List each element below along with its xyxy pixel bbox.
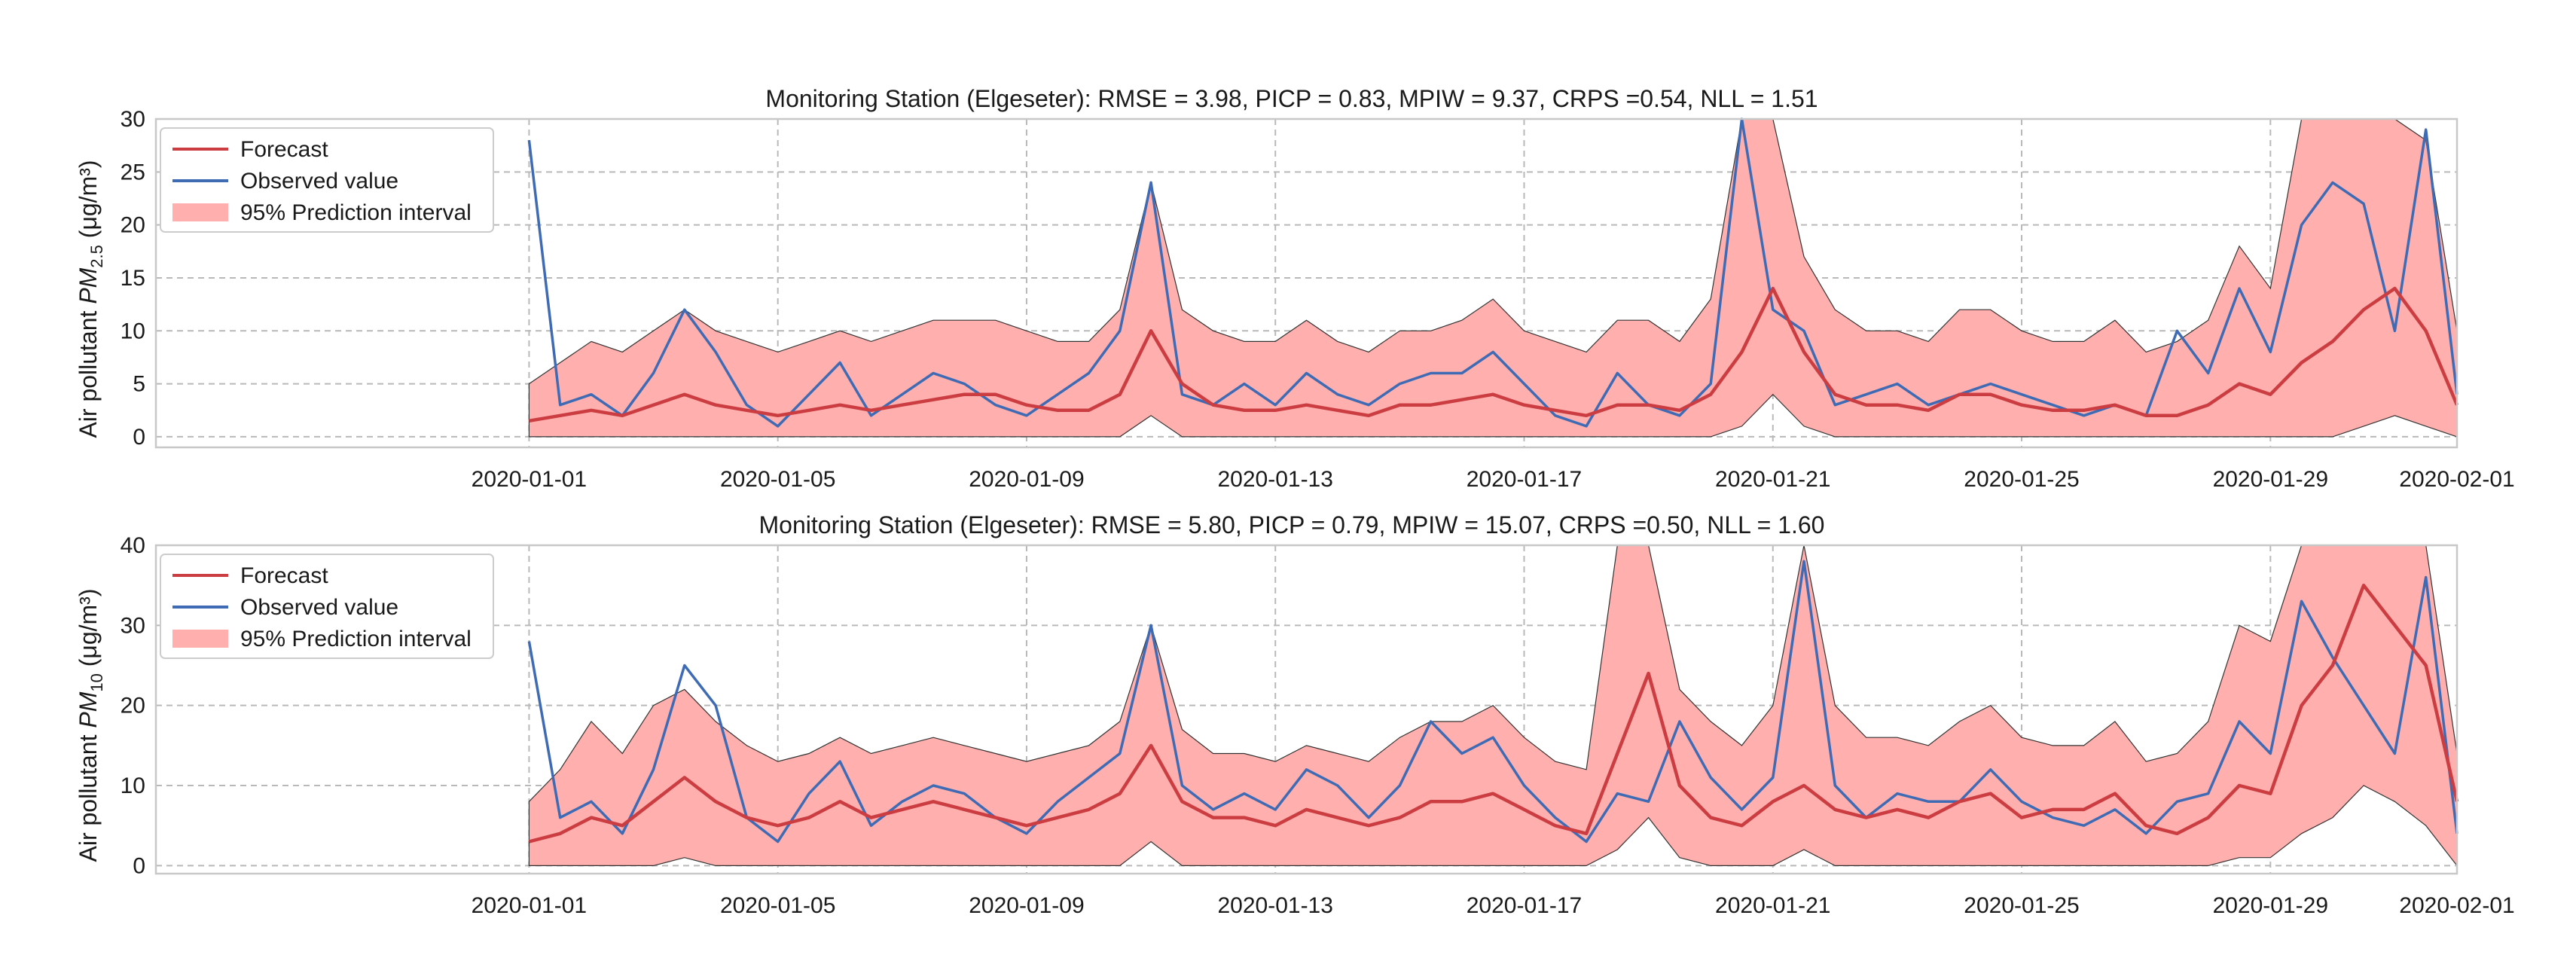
y-axis-label: Air pollutant PM10 (μg/m³) bbox=[75, 589, 106, 862]
axes-frame bbox=[154, 544, 2458, 875]
y-axis-label-prefix: Air pollutant bbox=[75, 304, 102, 438]
prediction-interval-band bbox=[528, 118, 2458, 438]
forecast-series-line bbox=[528, 583, 2459, 844]
y-tick-label: 20 bbox=[121, 694, 145, 718]
y-tick-label: 40 bbox=[121, 533, 145, 558]
x-tick-label: 2020-01-29 bbox=[2213, 467, 2328, 492]
legend-interval-swatch bbox=[172, 203, 228, 221]
y-tick-label: 20 bbox=[121, 213, 145, 238]
axes-frame bbox=[154, 117, 2458, 449]
legend-observed-label: Observed value bbox=[240, 169, 398, 194]
x-tick-label: 2020-01-05 bbox=[720, 893, 835, 918]
legend-frame bbox=[160, 127, 494, 233]
prediction-interval-band bbox=[528, 545, 2458, 868]
y-tick-label: 5 bbox=[133, 372, 145, 397]
legend-forecast-label: Forecast bbox=[240, 563, 328, 588]
legend: Forecast Observed value 95% Prediction i… bbox=[160, 127, 494, 233]
x-tick-label: 2020-01-01 bbox=[472, 893, 587, 918]
y-axis-label: Air pollutant PM2.5 (μg/m³) bbox=[75, 160, 106, 438]
chart-title: Monitoring Station (Elgeseter): RMSE = 5… bbox=[759, 511, 1825, 538]
x-tick-label: 2020-01-21 bbox=[1715, 467, 1830, 492]
y-tick-label: 30 bbox=[121, 107, 145, 132]
y-axis-label-symbol: PM bbox=[75, 691, 102, 728]
x-tick-label: 2020-01-13 bbox=[1217, 467, 1332, 492]
legend-interval-label: 95% Prediction interval bbox=[240, 627, 472, 651]
legend-forecast-label: Forecast bbox=[240, 137, 328, 162]
legend-frame bbox=[160, 554, 494, 659]
x-tick-label: 2020-01-09 bbox=[969, 893, 1084, 918]
y-tick-label: 10 bbox=[121, 773, 145, 798]
x-tick-label: 2020-01-17 bbox=[1467, 467, 1582, 492]
y-tick-label: 15 bbox=[121, 266, 145, 291]
y-axis-label-subscript: 10 bbox=[87, 673, 106, 691]
x-tick-label: 2020-01-13 bbox=[1217, 893, 1332, 918]
y-axis-label-symbol: PM bbox=[75, 267, 102, 304]
x-tick-label: 2020-01-09 bbox=[969, 467, 1084, 492]
y-axis-label-units: (μg/m³) bbox=[75, 589, 102, 674]
x-tick-label: 2020-02-01 bbox=[2399, 467, 2514, 492]
legend: Forecast Observed value 95% Prediction i… bbox=[160, 554, 494, 659]
legend-observed-label: Observed value bbox=[240, 595, 398, 620]
y-tick-label: 30 bbox=[121, 613, 145, 638]
x-tick-label: 2020-01-25 bbox=[1964, 467, 2079, 492]
x-tick-label: 2020-01-17 bbox=[1467, 893, 1582, 918]
y-tick-label: 0 bbox=[133, 425, 145, 450]
y-axis-label-prefix: Air pollutant bbox=[75, 728, 102, 862]
x-tick-label: 2020-01-25 bbox=[1964, 893, 2079, 918]
legend-interval-label: 95% Prediction interval bbox=[240, 200, 472, 225]
y-tick-label: 10 bbox=[121, 319, 145, 343]
x-tick-label: 2020-01-29 bbox=[2213, 893, 2328, 918]
panel-pm10: Monitoring Station (Elgeseter): RMSE = 5… bbox=[75, 511, 2515, 918]
forecast-series-line bbox=[529, 286, 2459, 423]
y-tick-label: 25 bbox=[121, 160, 145, 185]
y-tick-label: 0 bbox=[133, 853, 145, 878]
observed-series-line bbox=[527, 560, 2458, 844]
plot-area: 0 10 20 30 40 2020-01-01 2020-01-05 2020-01-09 2… bbox=[121, 533, 2515, 918]
plot-area: 0 5 10 15 20 25 30 2020-01-01 2020-01-05 2020-01-… bbox=[121, 107, 2515, 492]
panel-pm25: Monitoring Station (Elgeseter): RMSE = 3… bbox=[75, 85, 2515, 492]
legend-interval-swatch bbox=[172, 630, 228, 648]
x-tick-label: 2020-01-21 bbox=[1715, 893, 1830, 918]
x-tick-label: 2020-01-05 bbox=[720, 467, 835, 492]
x-tick-label: 2020-02-01 bbox=[2399, 893, 2514, 918]
y-axis-label-units: (μg/m³) bbox=[75, 160, 102, 245]
x-tick-label: 2020-01-01 bbox=[472, 467, 587, 492]
y-axis-label-subscript: 2.5 bbox=[87, 245, 106, 268]
chart-title: Monitoring Station (Elgeseter): RMSE = 3… bbox=[765, 85, 1818, 112]
